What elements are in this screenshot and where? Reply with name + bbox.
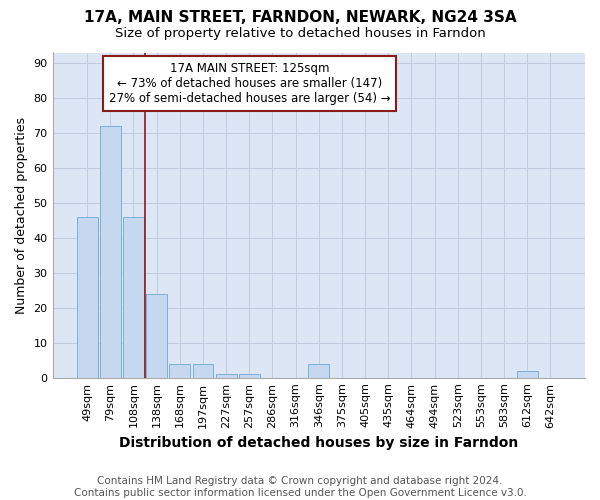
Text: 17A MAIN STREET: 125sqm
← 73% of detached houses are smaller (147)
27% of semi-d: 17A MAIN STREET: 125sqm ← 73% of detache… <box>109 62 391 106</box>
Text: Size of property relative to detached houses in Farndon: Size of property relative to detached ho… <box>115 28 485 40</box>
Bar <box>100 126 121 378</box>
Bar <box>169 364 190 378</box>
Y-axis label: Number of detached properties: Number of detached properties <box>15 116 28 314</box>
Bar <box>77 217 98 378</box>
Text: Contains HM Land Registry data © Crown copyright and database right 2024.
Contai: Contains HM Land Registry data © Crown c… <box>74 476 526 498</box>
Text: 17A, MAIN STREET, FARNDON, NEWARK, NG24 3SA: 17A, MAIN STREET, FARNDON, NEWARK, NG24 … <box>83 10 517 25</box>
Bar <box>517 370 538 378</box>
Bar <box>123 217 144 378</box>
X-axis label: Distribution of detached houses by size in Farndon: Distribution of detached houses by size … <box>119 436 518 450</box>
Bar <box>146 294 167 378</box>
Bar <box>216 374 236 378</box>
Bar <box>308 364 329 378</box>
Bar <box>193 364 214 378</box>
Bar <box>239 374 260 378</box>
